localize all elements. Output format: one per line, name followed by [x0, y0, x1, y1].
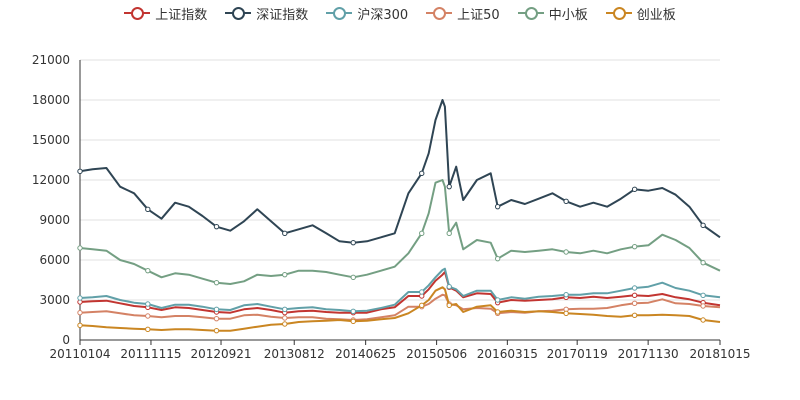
data-point	[419, 302, 425, 309]
data-point	[631, 300, 638, 307]
data-point	[77, 168, 83, 175]
data-point	[494, 309, 501, 315]
y-tick-label: 9000	[39, 213, 70, 227]
data-point	[145, 313, 151, 319]
series-line	[79, 286, 721, 332]
data-point	[494, 297, 501, 303]
y-tick-label: 6000	[39, 253, 70, 267]
data-point	[77, 309, 83, 316]
data-point	[563, 310, 569, 317]
x-tick-label: 20160315	[477, 347, 538, 361]
y-tick-label: 21000	[32, 53, 70, 67]
data-point	[213, 306, 220, 313]
data-point	[213, 279, 220, 286]
data-point	[282, 230, 288, 237]
data-point	[700, 303, 706, 309]
series-line	[79, 271, 721, 314]
data-point	[494, 203, 501, 210]
legend-label: 沪深300	[357, 7, 409, 23]
data-point	[282, 315, 288, 321]
data-point	[700, 317, 706, 323]
legend-label: 创业板	[636, 7, 676, 23]
data-point	[282, 321, 288, 327]
data-point	[77, 245, 83, 251]
y-tick-label: 3000	[39, 293, 70, 307]
data-point	[631, 243, 638, 250]
legend-swatch-icon	[605, 6, 632, 20]
legend-swatch-icon	[517, 6, 544, 20]
series-line	[79, 179, 721, 285]
x-tick-label: 20130812	[264, 347, 325, 361]
data-point	[700, 222, 706, 229]
legend-swatch-icon	[426, 6, 453, 20]
x-tick-label: 20171130	[618, 347, 679, 361]
grid-lines	[80, 59, 720, 301]
legend-label: 中小板	[548, 7, 588, 23]
data-point	[350, 239, 356, 246]
legend-label: 上证指数	[155, 7, 208, 23]
data-point	[350, 308, 356, 315]
data-point	[700, 292, 706, 299]
x-tick-label: 20150506	[406, 347, 467, 361]
legend-swatch-icon	[326, 6, 353, 20]
data-point	[145, 206, 151, 213]
data-point	[700, 259, 706, 266]
axes: 0 3000 6000 9000 12000 15000 18000 21000 2011010…	[32, 53, 751, 361]
data-point	[446, 230, 452, 237]
data-point	[350, 274, 356, 281]
data-point	[77, 295, 83, 301]
legend-item-sz50[interactable]: 上证50	[426, 4, 500, 23]
legend-item-chuangyeban[interactable]: 创业板	[605, 4, 676, 23]
legend-label: 深证指数	[256, 7, 309, 23]
y-tick-label: 12000	[32, 173, 70, 187]
data-point	[213, 315, 220, 322]
data-point	[282, 306, 288, 313]
data-point	[145, 301, 151, 307]
x-tick-label: 20140625	[335, 347, 396, 361]
data-point	[563, 291, 569, 298]
data-point	[631, 292, 638, 299]
data-point	[145, 326, 151, 333]
data-point	[563, 198, 569, 205]
legend: 上证指数 深证指数 沪深300 上证50 中小板 创业板	[0, 4, 800, 23]
data-point	[631, 285, 638, 291]
x-tick-label: 20110104	[49, 347, 110, 361]
legend-swatch-icon	[124, 6, 151, 20]
legend-swatch-icon	[225, 6, 252, 20]
legend-item-shenzheng[interactable]: 深证指数	[225, 4, 308, 23]
series-line	[79, 99, 721, 244]
legend-item-zhongxiaoban[interactable]: 中小板	[517, 4, 588, 23]
data-point	[494, 255, 501, 262]
data-point	[446, 183, 452, 190]
data-point	[631, 312, 638, 319]
series-line	[79, 293, 721, 321]
x-tick-label: 20120921	[190, 347, 251, 361]
data-point	[446, 302, 452, 309]
y-tick-label: 15000	[32, 133, 70, 147]
series-lines	[77, 99, 721, 334]
series-line	[79, 267, 721, 313]
data-point	[213, 223, 220, 230]
y-tick-label: 0	[62, 333, 70, 347]
legend-item-hs300[interactable]: 沪深300	[326, 4, 408, 23]
y-tick-label: 18000	[32, 93, 70, 107]
data-point	[631, 186, 638, 193]
data-point	[419, 170, 425, 177]
legend-label: 上证50	[457, 7, 500, 23]
x-tick-label: 20170119	[547, 347, 608, 361]
data-point	[350, 318, 356, 325]
data-point	[77, 322, 83, 329]
x-tick-label: 20111115	[120, 347, 181, 361]
data-point	[213, 327, 220, 334]
legend-item-shangzheng[interactable]: 上证指数	[124, 4, 207, 23]
data-point	[563, 249, 569, 255]
x-tick-label: 20181015	[689, 347, 750, 361]
data-point	[145, 267, 151, 274]
data-point	[419, 230, 425, 237]
data-point	[282, 271, 288, 278]
data-point	[419, 289, 425, 295]
data-point	[446, 283, 452, 290]
